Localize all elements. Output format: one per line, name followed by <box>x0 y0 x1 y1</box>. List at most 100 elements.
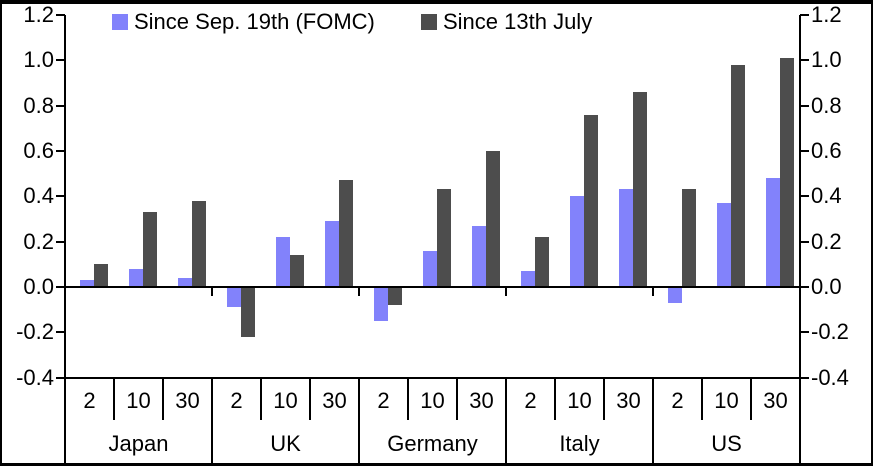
maturity-separator <box>456 379 458 420</box>
maturity-separator <box>162 379 164 420</box>
y-axis-tick-left <box>56 14 65 16</box>
bar-fomc-Germany-10y <box>423 251 437 287</box>
y-axis-label-right: 1.2 <box>811 2 842 27</box>
bar-july-UK-30y <box>339 180 353 287</box>
y-axis-tick-left <box>56 331 65 333</box>
bar-july-Italy-30y <box>633 92 647 287</box>
maturity-separator <box>407 379 409 420</box>
y-axis-label-left: -0.4 <box>16 365 54 390</box>
group-separator <box>358 379 360 463</box>
y-axis-tick-left <box>56 286 65 288</box>
y-axis-tick-left <box>56 105 65 107</box>
y-axis-line-left <box>64 15 66 463</box>
group-label-Italy: Italy <box>559 431 600 456</box>
zero-axis-group-tick <box>652 288 654 296</box>
maturity-label: 10 <box>714 388 739 413</box>
group-label-UK: UK <box>270 431 301 456</box>
maturity-label: 2 <box>377 388 390 413</box>
y-axis-label-right: 0.4 <box>811 183 842 208</box>
maturity-separator <box>701 379 703 420</box>
bar-fomc-UK-30y <box>325 221 339 287</box>
bar-july-Italy-10y <box>584 115 598 287</box>
chart-border-left <box>0 0 2 466</box>
maturity-label: 10 <box>273 388 298 413</box>
bar-july-Italy-2y <box>535 237 549 287</box>
bar-july-Japan-10y <box>143 212 157 287</box>
maturity-label: 2 <box>671 388 684 413</box>
y-axis-tick-right <box>800 14 809 16</box>
bar-july-US-30y <box>780 58 794 287</box>
chart-border-top <box>0 0 873 4</box>
maturity-separator <box>309 379 311 420</box>
y-axis-tick-right <box>800 150 809 152</box>
maturity-separator <box>603 379 605 420</box>
maturity-label: 30 <box>175 388 200 413</box>
maturity-label: 10 <box>126 388 151 413</box>
y-axis-line-right <box>799 15 801 463</box>
maturity-label: 10 <box>420 388 445 413</box>
bar-fomc-US-30y <box>766 178 780 287</box>
bar-fomc-Japan-2y <box>80 280 94 287</box>
legend-swatch-fomc-icon <box>112 14 128 30</box>
bar-fomc-Italy-2y <box>521 271 535 287</box>
plot-bottom-line <box>64 377 801 379</box>
bar-july-Germany-10y <box>437 189 451 287</box>
y-axis-tick-right <box>800 195 809 197</box>
maturity-separator <box>750 379 752 420</box>
chart-border-right <box>871 0 873 466</box>
y-axis-label-left: 0.8 <box>23 93 54 118</box>
maturity-label: 30 <box>763 388 788 413</box>
y-axis-label-right: 0.8 <box>811 93 842 118</box>
maturity-label: 2 <box>83 388 96 413</box>
legend-label-july: Since 13th July <box>443 9 593 34</box>
y-axis-tick-right <box>800 59 809 61</box>
bar-fomc-US-2y <box>668 287 682 303</box>
group-label-US: US <box>711 431 742 456</box>
y-axis-label-left: 1.2 <box>23 2 54 27</box>
maturity-separator <box>554 379 556 420</box>
bar-fomc-Japan-10y <box>129 269 143 287</box>
bar-fomc-Italy-30y <box>619 189 633 287</box>
zero-axis-group-tick <box>211 288 213 296</box>
zero-axis-group-tick <box>505 288 507 296</box>
chart-border-bottom <box>0 463 873 466</box>
y-axis-tick-right <box>800 105 809 107</box>
y-axis-tick-right <box>800 241 809 243</box>
maturity-label: 30 <box>469 388 494 413</box>
maturity-label: 2 <box>230 388 243 413</box>
y-axis-label-right: 0.6 <box>811 138 842 163</box>
zero-axis-line <box>64 286 801 288</box>
maturity-label: 2 <box>524 388 537 413</box>
zero-axis-group-tick <box>358 288 360 296</box>
bar-fomc-Japan-30y <box>178 278 192 287</box>
y-axis-label-right: -0.4 <box>811 365 849 390</box>
bar-fomc-US-10y <box>717 203 731 287</box>
y-axis-label-left: 0.0 <box>23 274 54 299</box>
y-axis-label-left: 0.6 <box>23 138 54 163</box>
bar-fomc-UK-2y <box>227 287 241 307</box>
y-axis-label-left: 0.2 <box>23 229 54 254</box>
bar-fomc-Germany-30y <box>472 226 486 287</box>
bar-fomc-UK-10y <box>276 237 290 287</box>
y-axis-label-right: 0.0 <box>811 274 842 299</box>
y-axis-tick-left <box>56 195 65 197</box>
y-axis-label-right: -0.2 <box>811 319 849 344</box>
y-axis-tick-right <box>800 377 809 379</box>
maturity-separator <box>113 379 115 420</box>
bar-july-US-10y <box>731 65 745 287</box>
y-axis-tick-left <box>56 59 65 61</box>
maturity-label: 10 <box>567 388 592 413</box>
group-separator <box>505 379 507 463</box>
group-separator <box>652 379 654 463</box>
group-label-Japan: Japan <box>108 431 169 456</box>
maturity-label: 30 <box>322 388 347 413</box>
bar-july-Japan-2y <box>94 264 108 287</box>
y-axis-label-left: -0.2 <box>16 319 54 344</box>
bar-july-UK-2y <box>241 287 255 337</box>
bar-july-Japan-30y <box>192 201 206 287</box>
legend-swatch-july-icon <box>421 14 437 30</box>
y-axis-tick-left <box>56 377 65 379</box>
bar-fomc-Italy-10y <box>570 196 584 287</box>
